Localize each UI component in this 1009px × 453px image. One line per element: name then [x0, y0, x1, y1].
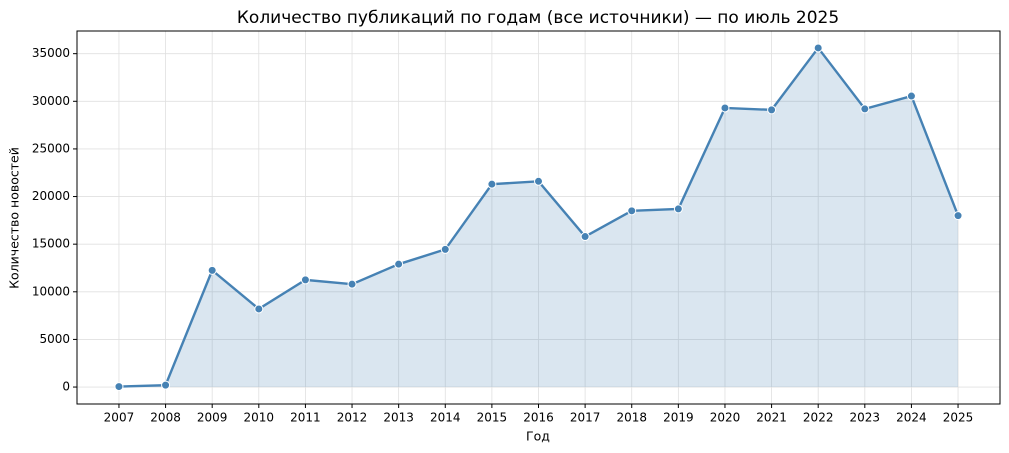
- x-tick-label: 2015: [477, 411, 508, 425]
- point: [813, 43, 823, 53]
- point: [860, 104, 870, 114]
- point: [161, 380, 171, 390]
- point: [767, 105, 777, 115]
- x-axis-label: Год: [526, 429, 550, 444]
- x-tick-label: 2011: [290, 411, 321, 425]
- chart-title: Количество публикаций по годам (все исто…: [237, 8, 839, 28]
- point: [487, 179, 497, 189]
- y-tick-label: 15000: [32, 237, 70, 251]
- point: [953, 211, 963, 221]
- point: [534, 176, 543, 186]
- area: [118, 47, 959, 388]
- x-tick-label: 2023: [850, 411, 881, 425]
- point: [207, 265, 217, 275]
- point: [720, 103, 730, 113]
- x-tick-label: 2012: [337, 411, 368, 425]
- point: [580, 232, 590, 242]
- point: [627, 206, 637, 216]
- y-tick-label: 5000: [39, 332, 70, 346]
- point: [673, 204, 683, 214]
- y-tick-label: 10000: [32, 284, 70, 298]
- point: [906, 91, 916, 101]
- x-tick-label: 2014: [430, 411, 461, 425]
- x-tick-label: 2022: [803, 411, 834, 425]
- x-tick-label: 2009: [197, 411, 228, 425]
- x-tick-label: 2010: [244, 411, 275, 425]
- point: [114, 382, 124, 392]
- y-axis-label: Количество новостей: [7, 147, 22, 289]
- point: [347, 279, 357, 289]
- x-tick-label: 2019: [663, 411, 694, 425]
- x-tick-label: 2025: [943, 411, 974, 425]
- x-tick-label: 2013: [383, 411, 414, 425]
- x-tick-label: 2024: [896, 411, 927, 425]
- point: [440, 244, 450, 254]
- x-tick-label: 2008: [150, 411, 181, 425]
- y-tick-label: 30000: [32, 94, 70, 108]
- x-tick-label: 2017: [570, 411, 601, 425]
- y-tick-label: 20000: [32, 189, 70, 203]
- x-tick-label: 2007: [104, 411, 135, 425]
- plot-frame: [76, 30, 1001, 405]
- y-tick-label: 0: [62, 380, 70, 394]
- x-tick-label: 2021: [756, 411, 787, 425]
- point: [394, 259, 404, 269]
- x-tick-label: 2018: [616, 411, 647, 425]
- y-tick-label: 35000: [32, 46, 70, 60]
- x-tick-label: 2020: [710, 411, 741, 425]
- y-tick-label: 25000: [32, 141, 70, 155]
- x-tick-label: 2016: [523, 411, 554, 425]
- point: [300, 275, 310, 285]
- point: [254, 304, 264, 314]
